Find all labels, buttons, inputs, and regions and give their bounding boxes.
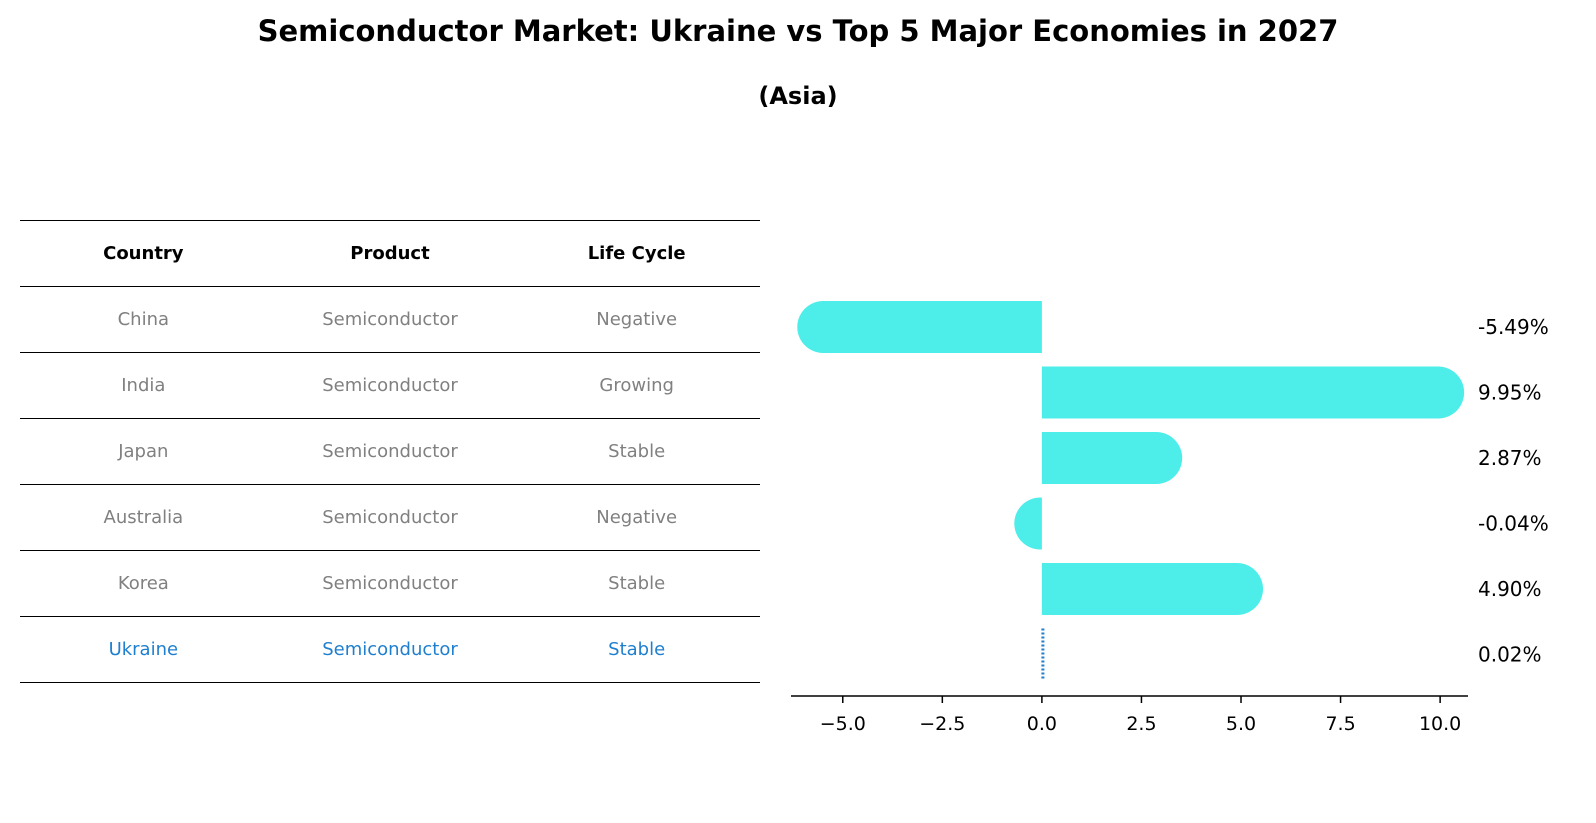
bar-india (1041, 366, 1465, 419)
cell-product: Semiconductor (266, 352, 514, 419)
cell-country: Japan (20, 418, 267, 485)
value-label-ukraine: 0.02% (1478, 643, 1542, 667)
x-tick-label: 7.5 (1325, 713, 1355, 735)
cell-life-cycle: Negative (513, 286, 760, 353)
chart-title: Semiconductor Market: Ukraine vs Top 5 M… (257, 14, 1339, 48)
cell-product: Semiconductor (266, 418, 514, 485)
table-row: India Semiconductor Growing (20, 352, 760, 419)
cell-country: Ukraine (20, 616, 267, 683)
cell-country: China (20, 286, 267, 353)
cell-life-cycle: Stable (513, 616, 760, 683)
cell-life-cycle: Negative (513, 484, 760, 551)
cell-life-cycle: Stable (513, 418, 760, 485)
bar-china (797, 301, 1042, 353)
table-row: Australia Semiconductor Negative (20, 484, 760, 551)
cell-product: Semiconductor (266, 616, 514, 683)
bar-australia (1014, 497, 1042, 550)
x-tick-label: 5.0 (1226, 713, 1256, 735)
header-life-cycle: Life Cycle (513, 220, 760, 287)
value-label-china: -5.49% (1478, 315, 1549, 339)
cell-country: Australia (20, 484, 267, 551)
table-row-highlight: Ukraine Semiconductor Stable (20, 616, 760, 683)
cell-life-cycle: Growing (513, 352, 760, 419)
x-tick-label: 10.0 (1419, 713, 1461, 735)
value-label-india: 9.95% (1478, 381, 1542, 405)
cell-country: India (20, 352, 267, 419)
x-tick-label: −5.0 (820, 713, 866, 735)
table-header-row: Country Product Life Cycle (20, 220, 760, 287)
cell-product: Semiconductor (266, 286, 514, 353)
header-product: Product (266, 220, 514, 287)
x-tick-label: 2.5 (1126, 713, 1156, 735)
cell-country: Korea (20, 550, 267, 617)
value-label-japan: 2.87% (1478, 446, 1542, 470)
table-row: Korea Semiconductor Stable (20, 550, 760, 617)
country-table: Country Product Life Cycle China Semicon… (20, 220, 760, 683)
chart-subtitle: (Asia) (758, 82, 838, 110)
bar-japan (1041, 432, 1183, 484)
table-row: China Semiconductor Negative (20, 286, 760, 353)
x-tick-label: −2.5 (919, 713, 965, 735)
header-country: Country (20, 220, 267, 287)
cell-product: Semiconductor (266, 484, 514, 551)
value-label-korea: 4.90% (1478, 577, 1542, 601)
x-tick-label: 0.0 (1027, 713, 1057, 735)
cell-life-cycle: Stable (513, 550, 760, 617)
value-label-australia: -0.04% (1478, 512, 1549, 536)
table-row: Japan Semiconductor Stable (20, 418, 760, 485)
bar-korea (1041, 563, 1264, 615)
